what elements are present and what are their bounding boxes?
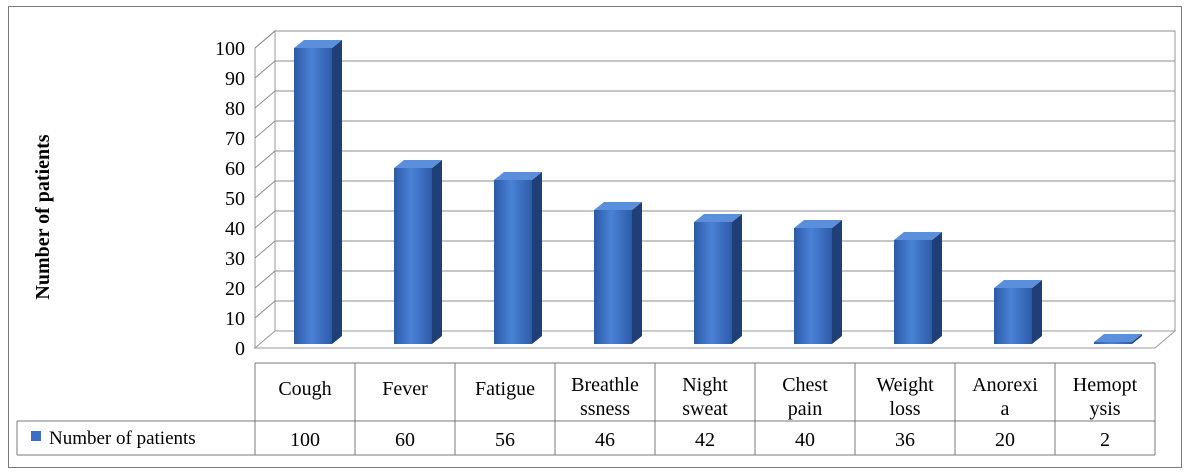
data-value-label: 46 [595, 429, 615, 451]
bar-front [794, 228, 832, 344]
gridline [254, 210, 1175, 229]
data-value-label: 2 [1100, 429, 1110, 451]
bar-side [332, 40, 342, 344]
data-value-label: 42 [695, 429, 715, 451]
gridline [254, 270, 1175, 289]
bar [794, 220, 842, 344]
bar-top [294, 40, 342, 48]
bar-side [1132, 334, 1142, 344]
bar-front [494, 180, 532, 344]
data-value-label: 100 [290, 429, 320, 451]
bar [494, 172, 542, 344]
y-tick-label: 100 [215, 38, 245, 60]
bar-top [794, 220, 842, 228]
y-tick-label: 70 [225, 128, 245, 150]
bar-side [532, 172, 542, 344]
y-tick-label: 80 [225, 98, 245, 120]
y-tick-label: 10 [225, 308, 245, 330]
x-category-label: Fever [382, 378, 428, 400]
bar-front [394, 168, 432, 344]
x-category-label: Anorexi a [972, 374, 1038, 420]
bar [294, 40, 342, 344]
bar-front [594, 210, 632, 344]
bar-top [994, 280, 1042, 288]
y-tick-label: 20 [225, 278, 245, 300]
legend-swatch [31, 431, 41, 441]
data-value-label: 20 [995, 429, 1015, 451]
y-tick-label: 50 [225, 188, 245, 210]
gridline [254, 60, 1175, 79]
bars [294, 40, 1142, 344]
bar-side [732, 214, 742, 344]
data-value-label: 40 [795, 429, 815, 451]
x-category-label: Cough [278, 378, 331, 400]
data-value-label: 60 [395, 429, 415, 451]
bar-front [694, 222, 732, 344]
gridline [254, 120, 1175, 139]
data-table: Number of patients Cough 100 Fever 60 Fatigue… [16, 362, 1156, 456]
y-axis-ticks: 0 10 20 30 40 50 60 70 80 90 100 [215, 30, 1175, 360]
chart-frame: Number of patients 0 10 20 30 40 50 60 70 80 90 10… [8, 6, 1182, 468]
bar [1094, 334, 1142, 344]
bar-side [832, 220, 842, 344]
bar-front [994, 288, 1032, 344]
bar-side [632, 202, 642, 344]
x-category-label: Hemopt ysis [1073, 374, 1138, 420]
bar-top [1094, 334, 1142, 342]
x-category-label: Fatigue [475, 378, 535, 400]
y-tick-label: 30 [225, 248, 245, 270]
bar-side [1032, 280, 1042, 344]
bar-front [894, 240, 932, 344]
gridline [254, 90, 1175, 109]
bar-chart: Number of patients 0 10 20 30 40 50 60 70 80 90 10… [16, 29, 1177, 456]
bar [994, 280, 1042, 344]
gridline [254, 30, 1175, 49]
bar-top [494, 172, 542, 180]
legend-label: Number of patients [49, 428, 196, 449]
y-tick-label: 0 [235, 338, 245, 360]
data-value-label: 56 [495, 429, 515, 451]
bar-front [1094, 342, 1132, 344]
bar-top [594, 202, 642, 210]
bar [594, 202, 642, 344]
bar-top [694, 214, 742, 222]
x-category-label: Chest pain [782, 374, 828, 420]
bar-top [894, 232, 942, 240]
x-category-label: Breathle ssness [571, 374, 639, 420]
bar-side [432, 160, 442, 344]
y-tick-label: 40 [225, 218, 245, 240]
gridline [254, 150, 1175, 169]
y-axis-title: Number of patients [32, 134, 54, 299]
gridline [254, 300, 1175, 319]
y-tick-label: 90 [225, 68, 245, 90]
bar [894, 232, 942, 344]
bar [694, 214, 742, 344]
x-category-label: Night sweat [682, 374, 728, 420]
bar-side [932, 232, 942, 344]
bar-front [294, 48, 332, 344]
data-value-label: 36 [895, 429, 915, 451]
y-tick-label: 60 [225, 158, 245, 180]
gridline [254, 180, 1175, 199]
gridline [254, 240, 1175, 259]
x-category-label: Weight loss [876, 374, 934, 420]
bar-top [394, 160, 442, 168]
bar [394, 160, 442, 344]
